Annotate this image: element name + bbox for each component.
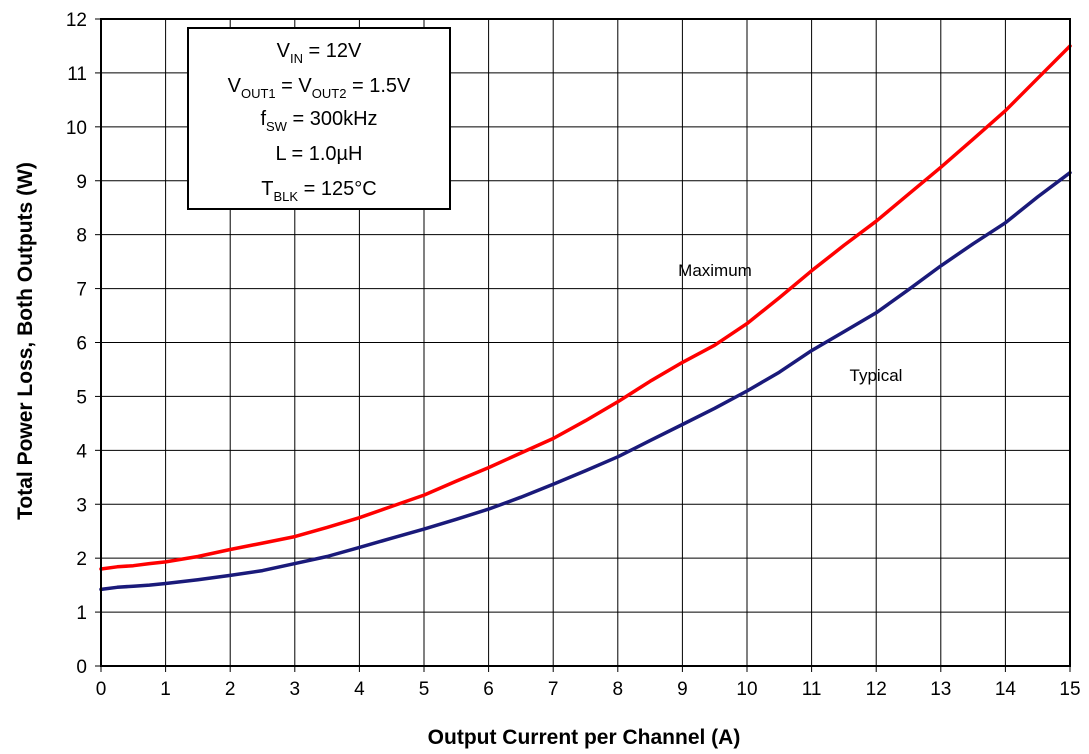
x-tick-label: 4 [354,679,365,700]
y-tick-label: 8 [76,226,87,247]
series-label-typical: Typical [850,366,903,385]
x-tick-label: 7 [548,679,559,700]
y-tick-label: 7 [76,280,87,301]
y-tick-label: 12 [66,10,87,31]
y-tick-label: 5 [76,387,87,408]
x-tick-label: 3 [290,679,301,700]
y-tick-label: 9 [76,172,87,193]
y-tick-label: 1 [76,603,87,624]
x-tick-label: 1 [160,679,171,700]
condition-line: TBLK = 125°C [261,178,376,204]
x-tick-label: 8 [613,679,624,700]
x-tick-label: 0 [96,679,107,700]
y-tick-label: 4 [76,441,87,462]
series-lines [99,44,1072,592]
x-tick-label: 13 [930,679,951,700]
y-tick-label: 10 [66,118,87,139]
x-tick-label: 12 [866,679,887,700]
condition-line: L = 1.0µH [276,143,363,165]
condition-line: VOUT1 = VOUT2 = 1.5V [228,75,411,101]
y-axis-title: Total Power Loss, Both Outputs (W) [14,162,37,520]
y-tick-label: 6 [76,334,87,355]
y-tick-label: 11 [67,64,87,85]
y-tick-label: 2 [76,549,87,570]
x-tick-label: 14 [995,679,1017,700]
conditions-box: VIN = 12V VOUT1 = VOUT2 = 1.5V fSW = 300kH… [187,27,451,210]
series-label-maximum: Maximum [678,261,752,280]
x-tick-label: 2 [225,679,236,700]
y-tick-label: 3 [76,495,87,516]
x-ticks: 0 1 2 3 4 5 6 7 8 9 10 11 12 13 14 15 [96,666,1081,700]
x-tick-label: 5 [419,679,430,700]
conditions-box-frame [187,27,451,210]
x-tick-label: 6 [483,679,494,700]
condition-line: fSW = 300kHz [260,108,377,134]
x-tick-label: 9 [677,679,688,700]
x-tick-label: 10 [736,679,757,700]
series-line-typical [99,170,1072,592]
x-tick-label: 15 [1059,679,1080,700]
condition-line: VIN = 12V [277,40,362,66]
series-line-maximum [99,44,1072,571]
x-tick-label: 11 [802,679,822,700]
x-axis-title: Output Current per Channel (A) [428,726,741,749]
y-tick-label: 0 [76,657,87,678]
